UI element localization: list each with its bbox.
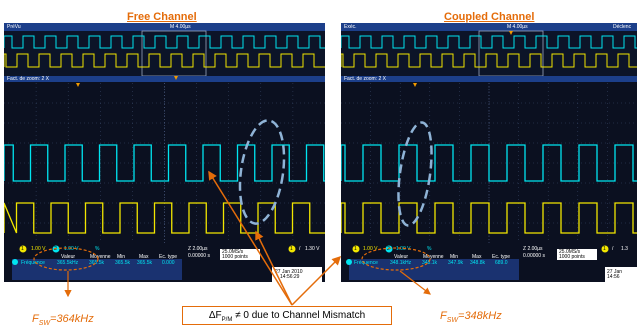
percent-label: % [95, 246, 100, 252]
ch2-badge-number: 2 [387, 246, 390, 252]
trigger-slope: / [612, 246, 614, 252]
ch2-stats-badge [12, 259, 18, 265]
right-frequency-caption: FSW=348kHz [440, 310, 502, 324]
right-status-mode: Exéc. [344, 24, 357, 30]
right-time: 14:56 [607, 274, 620, 280]
left-status-bar [4, 23, 325, 31]
percent-label: % [427, 246, 432, 252]
stats-header: Max [139, 254, 149, 260]
right-acq-box [557, 249, 597, 260]
fsw-symbol: F [440, 310, 447, 322]
ch2-volts: 1.00 V [64, 246, 79, 252]
ch2-volts: 1.00 V [396, 246, 411, 252]
ch2-trace [341, 144, 637, 182]
left-trig-offset: 0.00000 s [188, 253, 210, 259]
channel-mismatch-callout: ΔFP/M ≠ 0 due to Channel Mismatch [182, 306, 392, 325]
ch2-badge-number: 2 [54, 246, 57, 252]
ch1-badge-number: 1 [21, 246, 24, 252]
left-overview-pane [4, 31, 325, 76]
ch1-overview-trace [341, 53, 637, 68]
right-datetime-box [605, 267, 637, 282]
stats-header: Max [472, 254, 482, 260]
trigger-source-number: 1 [603, 246, 606, 252]
ch1-badge[interactable] [352, 245, 360, 253]
right-time-div: Z 2.00µs [523, 246, 543, 252]
left-frequency-caption: FSW=364kHz [32, 313, 94, 327]
right-zoom-bar [341, 76, 637, 82]
free-channel-title: Free Channel [127, 11, 197, 23]
left-points: 1000 points [222, 254, 248, 260]
ch1-overview-trace [4, 53, 325, 68]
right-trig-offset: 0.00000 s [523, 253, 545, 259]
left-time: 14:56:29 [280, 274, 300, 280]
ch1-trace [341, 202, 637, 234]
fsw-value: =348kHz [458, 310, 502, 322]
left-waveform-display [4, 23, 325, 282]
stats-header: Min [117, 254, 126, 260]
trigger-marker-icon [76, 83, 80, 87]
ch1-volts: 1.00 V [31, 246, 46, 252]
stats-header: Min [450, 254, 459, 260]
left-status-mode: PréVu [7, 24, 21, 30]
fsw-subscript: SW [446, 317, 459, 325]
stats-label: Fréquence [21, 260, 45, 266]
stats-label: Fréquence [354, 260, 378, 266]
stats-value: 365.5k [115, 260, 131, 266]
stats-header: Moyenne [423, 254, 444, 260]
left-zoom-bar [4, 76, 325, 82]
right-zoom-label: Fact. de zoom: 2 X [344, 76, 386, 82]
stats-value: 689.0 [495, 260, 508, 266]
stats-value: 347.9k [448, 260, 464, 266]
stats-value: 365.5k [137, 260, 153, 266]
right-waveform-display [341, 23, 637, 282]
trigger-source-badge [601, 245, 609, 253]
stats-header: Moyenne [90, 254, 111, 260]
trigger-level: 1.30 V [305, 246, 320, 252]
stats-value: 348.8k [470, 260, 486, 266]
right-sample-rate: 25.0MS/s [559, 249, 581, 255]
ch2-overview-trace [4, 35, 325, 49]
stats-value: 348.1kHz [390, 260, 412, 266]
trigger-marker-icon [509, 31, 513, 35]
ch1-badge[interactable] [19, 245, 27, 253]
stats-value: 365.5kHz [57, 260, 79, 266]
left-zoom-label: Fact. de zoom: 2 X [7, 76, 49, 82]
right-date: 27 Jan [607, 269, 623, 275]
delta-f-symbol: ΔF [208, 310, 222, 321]
trigger-slope: / [299, 246, 301, 252]
fsw-subscript: SW [38, 320, 51, 328]
ch1-volts: 1.00 V [363, 246, 378, 252]
right-waveforms [341, 35, 637, 234]
trigger-marker-icon [413, 83, 417, 87]
trigger-source-number: 1 [290, 246, 293, 252]
ch2-stats-badge [346, 259, 352, 265]
right-status-trigger: Déclenc [613, 24, 632, 30]
fsw-symbol: F [32, 313, 39, 325]
ch1-badge-number: 1 [354, 246, 357, 252]
stats-value: 0.000 [162, 260, 175, 266]
left-status-timebase: M 4.00µs [170, 24, 191, 30]
stats-header: Ec. type [492, 254, 511, 260]
trigger-level: 1.3 [621, 246, 628, 252]
right-status-timebase: M 4.00µs [507, 24, 528, 30]
right-oscilloscope-screen: Exéc. M 4.00µs Déclenc Fact. de zoom: 2 … [341, 23, 637, 282]
stats-value: 365.5k [89, 260, 105, 266]
delta-f-subscript: P/M [221, 317, 233, 323]
stats-value: 348.1k [422, 260, 438, 266]
ch2-overview-trace [341, 35, 637, 49]
fsw-value: =364kHz [50, 313, 94, 325]
trigger-marker-icon [174, 76, 178, 80]
stats-header: Ec. type [159, 254, 178, 260]
left-time-div: Z 2.00µs [188, 246, 208, 252]
mismatch-text: ≠ 0 due to Channel Mismatch [235, 310, 366, 321]
left-oscilloscope-screen: PréVu M 4.00µs Fact. de zoom: 2 X 1 1.00… [4, 23, 325, 282]
coupled-channel-title: Coupled Channel [444, 11, 535, 23]
right-points: 1000 points [559, 254, 585, 260]
right-status-bar [341, 23, 637, 31]
